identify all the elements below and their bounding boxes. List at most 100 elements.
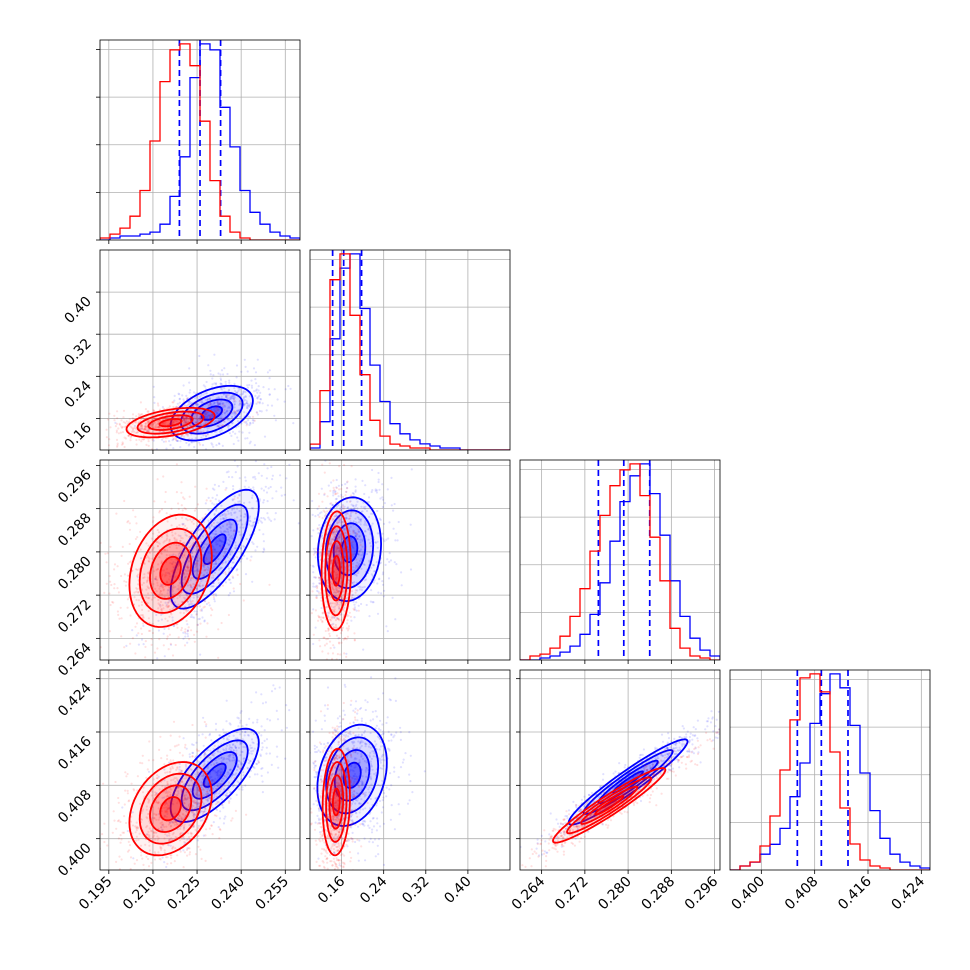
scatter-point xyxy=(210,780,213,783)
scatter-point xyxy=(185,798,188,801)
scatter-point xyxy=(335,497,338,500)
scatter-point xyxy=(173,575,176,578)
scatter-point xyxy=(195,803,198,806)
scatter-point xyxy=(214,563,218,566)
scatter-point xyxy=(207,552,210,555)
scatter-point xyxy=(224,794,227,797)
scatter-point xyxy=(214,562,217,565)
scatter-point xyxy=(178,577,181,580)
scatter-point xyxy=(357,571,360,575)
scatter-point xyxy=(310,612,313,615)
scatter-point xyxy=(139,426,142,429)
scatter-point xyxy=(174,437,177,441)
scatter-point xyxy=(226,393,229,396)
scatter-point xyxy=(213,512,216,516)
scatter-point xyxy=(223,408,226,411)
scatter-point xyxy=(378,488,381,491)
scatter-point xyxy=(235,730,238,734)
scatter-point xyxy=(264,485,267,488)
scatter-point xyxy=(343,549,346,552)
scatter-point xyxy=(207,406,210,409)
scatter-point xyxy=(196,529,199,533)
scatter-point xyxy=(184,763,187,767)
scatter-point xyxy=(221,545,224,548)
scatter-point xyxy=(197,528,200,531)
scatter-point xyxy=(184,608,187,611)
scatter-point xyxy=(350,619,353,622)
scatter-point xyxy=(312,571,315,574)
scatter-point xyxy=(234,746,237,749)
scatter-point xyxy=(129,425,132,428)
scatter-point xyxy=(181,434,184,437)
scatter-point xyxy=(136,574,139,578)
scatter-point xyxy=(194,562,197,565)
scatter-point xyxy=(162,585,165,588)
scatter-point xyxy=(227,757,230,760)
scatter-point xyxy=(186,641,189,644)
scatter-point xyxy=(350,494,353,497)
scatter-point xyxy=(178,581,181,584)
scatter-point xyxy=(135,634,138,637)
scatter-point xyxy=(211,403,214,406)
scatter-point xyxy=(266,500,269,503)
scatter-point xyxy=(132,417,135,420)
scatter-point xyxy=(216,400,219,403)
scatter-point xyxy=(154,577,157,580)
scatter-point xyxy=(200,401,203,404)
scatter-point xyxy=(368,615,371,618)
scatter-point xyxy=(196,419,199,422)
scatter-point xyxy=(219,773,222,776)
scatter-point xyxy=(288,709,291,712)
scatter-point xyxy=(220,546,223,549)
scatter-point xyxy=(189,584,192,587)
scatter-point xyxy=(188,417,191,420)
scatter-point xyxy=(217,485,220,488)
scatter-point xyxy=(190,629,193,632)
scatter-point xyxy=(189,589,192,592)
scatter-point xyxy=(176,568,179,571)
scatter-point xyxy=(232,400,235,403)
scatter-point xyxy=(346,487,349,490)
scatter-point xyxy=(155,575,158,579)
scatter-point xyxy=(321,527,325,530)
scatter-point xyxy=(232,748,235,752)
scatter-point xyxy=(160,593,163,596)
scatter-point xyxy=(228,578,231,581)
scatter-point xyxy=(215,508,218,511)
scatter-point xyxy=(226,510,229,513)
scatter-point xyxy=(142,576,145,580)
scatter-point xyxy=(209,417,212,420)
scatter-point xyxy=(229,768,232,771)
scatter-point xyxy=(177,502,180,505)
scatter-point xyxy=(228,424,231,427)
scatter-point xyxy=(344,575,347,578)
scatter-point xyxy=(206,571,209,575)
scatter-point xyxy=(256,721,259,724)
scatter-point xyxy=(228,578,231,581)
scatter-point xyxy=(258,401,261,404)
scatter-point xyxy=(250,379,253,382)
scatter-point xyxy=(183,572,186,575)
scatter-point xyxy=(353,530,356,533)
scatter-point xyxy=(341,521,344,524)
scatter-point xyxy=(231,498,234,501)
scatter-point xyxy=(215,539,218,542)
scatter-point xyxy=(333,529,336,533)
scatter-point xyxy=(266,512,269,515)
scatter-point xyxy=(340,629,343,632)
contour-fill xyxy=(150,542,192,599)
scatter-point xyxy=(198,354,201,358)
scatter-point xyxy=(355,537,358,540)
scatter-point xyxy=(182,522,185,526)
scatter-point xyxy=(311,564,314,567)
scatter-point xyxy=(211,585,214,588)
scatter-point xyxy=(225,513,228,516)
scatter-point xyxy=(247,762,251,765)
scatter-point xyxy=(336,573,340,576)
scatter-point xyxy=(195,801,198,804)
scatter-point xyxy=(356,561,359,564)
scatter-point xyxy=(158,587,161,590)
scatter-point xyxy=(326,495,329,498)
scatter-point xyxy=(344,527,347,530)
scatter-point xyxy=(221,444,224,447)
